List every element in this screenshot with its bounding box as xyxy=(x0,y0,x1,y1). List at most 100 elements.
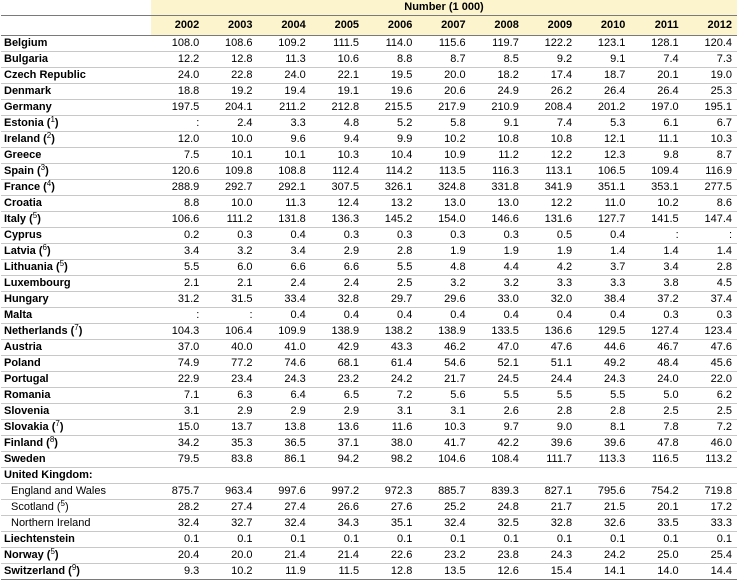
value-cell: 23.4 xyxy=(204,371,258,388)
table-body: Belgium 108.0 108.6 109.2 111.5 114.0 115.6 119… xyxy=(1,35,737,580)
value-cell: 123.4 xyxy=(683,323,737,340)
value-cell: 1.4 xyxy=(630,243,684,260)
value-cell: 25.0 xyxy=(630,547,684,564)
country-name: Romania xyxy=(1,387,151,404)
value-cell: 5.8 xyxy=(417,115,471,132)
value-cell: 10.6 xyxy=(310,51,365,68)
value-cell: 46.0 xyxy=(683,435,737,452)
value-cell: 108.6 xyxy=(204,35,258,52)
value-cell xyxy=(151,467,205,484)
value-cell: 33.5 xyxy=(630,515,684,532)
value-cell: 34.2 xyxy=(151,435,205,452)
value-cell: 104.6 xyxy=(417,451,471,468)
value-cell: 3.8 xyxy=(630,275,684,292)
year-header-row: 2002 2003 2004 2005 2006 2007 2008 2009 2010 2011… xyxy=(1,15,737,36)
value-cell: 129.5 xyxy=(577,323,631,340)
table-row: Spain (3) 120.6 109.8 108.8 112.4 114.2 113.5 1… xyxy=(1,163,737,180)
value-cell: 12.4 xyxy=(310,195,365,212)
value-cell: 6.5 xyxy=(310,387,365,404)
country-name: Belgium xyxy=(1,35,151,52)
value-cell: 136.3 xyxy=(310,211,365,228)
value-cell: 44.6 xyxy=(577,339,631,356)
value-cell: 106.5 xyxy=(577,163,631,180)
value-cell: 0.3 xyxy=(204,227,258,244)
value-cell: 94.2 xyxy=(310,451,365,468)
value-cell: 10.3 xyxy=(683,131,737,148)
value-cell: 19.0 xyxy=(683,67,737,84)
value-cell: 46.2 xyxy=(417,339,471,356)
value-cell: 4.8 xyxy=(310,115,365,132)
value-cell: 48.4 xyxy=(630,355,684,372)
table-row: Cyprus 0.2 0.3 0.4 0.3 0.3 0.3 0.3 0.5 0.4:: xyxy=(1,227,737,244)
country-label: United Kingdom: xyxy=(4,469,93,481)
table-row: Malta::0.4 0.4 0.4 0.4 0.4 0.4 0.4 0.3 0.3 xyxy=(1,307,737,324)
year-header: 2009 xyxy=(523,15,578,36)
value-cell: 12.3 xyxy=(577,147,631,164)
value-cell: 0.3 xyxy=(310,227,365,244)
value-cell: : xyxy=(151,115,205,132)
country-label: Austria xyxy=(4,341,42,353)
table-row: Croatia 8.8 10.0 11.3 12.4 13.2 13.0 13.0 12.2 11… xyxy=(1,195,737,212)
value-cell: 108.8 xyxy=(257,163,311,180)
value-cell: 32.4 xyxy=(151,515,205,532)
value-cell: 106.6 xyxy=(151,211,205,228)
value-cell: 3.1 xyxy=(417,403,471,420)
value-cell: 12.8 xyxy=(204,51,258,68)
country-label: Latvia ( xyxy=(4,245,43,257)
value-cell: 24.9 xyxy=(470,83,524,100)
country-label: Lithuania ( xyxy=(4,261,60,273)
value-cell: 24.4 xyxy=(523,371,578,388)
table-row: England and Wales 875.7 963.4 997.6 997.2 972… xyxy=(1,483,737,500)
value-cell: 2.8 xyxy=(523,403,578,420)
value-cell: 9.9 xyxy=(364,131,418,148)
value-cell xyxy=(683,467,737,484)
value-cell: 197.0 xyxy=(630,99,684,116)
value-cell: 1.9 xyxy=(523,243,578,260)
value-cell: 24.2 xyxy=(364,371,418,388)
value-cell: 0.3 xyxy=(630,307,684,324)
country-name: Croatia xyxy=(1,195,151,212)
value-cell: 2.9 xyxy=(310,243,365,260)
country-label: Portugal xyxy=(4,373,49,385)
country-label: Italy ( xyxy=(4,213,33,225)
country-label: England and Wales xyxy=(11,485,106,497)
value-cell: 13.0 xyxy=(470,195,524,212)
footnote-ref: 6 xyxy=(42,243,47,252)
footnote-ref: 4 xyxy=(46,179,52,188)
footnote-close: ) xyxy=(54,549,59,561)
year-header: 2005 xyxy=(310,15,365,36)
value-cell: 20.0 xyxy=(417,67,471,84)
unit-header-row: Number (1 000) xyxy=(1,0,737,16)
country-name: Switzerland (9) xyxy=(1,563,151,580)
value-cell: 2.8 xyxy=(683,259,737,276)
year-header: 2008 xyxy=(470,15,524,36)
value-cell: 0.3 xyxy=(470,227,524,244)
value-cell: 3.3 xyxy=(577,275,631,292)
value-cell: 13.7 xyxy=(204,419,258,436)
value-cell: 0.1 xyxy=(257,531,311,548)
value-cell: 20.6 xyxy=(417,83,471,100)
value-cell: 27.6 xyxy=(364,499,418,516)
value-cell: 19.6 xyxy=(364,83,418,100)
value-cell: 10.4 xyxy=(364,147,418,164)
value-cell: 114.0 xyxy=(364,35,418,52)
country-name: Poland xyxy=(1,355,151,372)
value-cell: 154.0 xyxy=(417,211,471,228)
value-cell: 0.3 xyxy=(364,227,418,244)
value-cell: 86.1 xyxy=(257,451,311,468)
year-header: 2007 xyxy=(417,15,471,36)
value-cell: 12.2 xyxy=(523,147,578,164)
value-cell: 827.1 xyxy=(523,483,578,500)
country-label: Slovenia xyxy=(4,405,50,417)
value-cell: 22.8 xyxy=(204,67,258,84)
value-cell: 119.7 xyxy=(470,35,524,52)
value-cell: 83.8 xyxy=(204,451,258,468)
value-cell: 5.5 xyxy=(523,387,578,404)
value-cell: 32.8 xyxy=(523,515,578,532)
value-cell: 0.1 xyxy=(630,531,684,548)
country-name: Italy (5) xyxy=(1,211,151,228)
value-cell: 17.4 xyxy=(523,67,578,84)
value-cell: 20.4 xyxy=(151,547,205,564)
value-cell xyxy=(577,467,631,484)
value-cell: 36.5 xyxy=(257,435,311,452)
